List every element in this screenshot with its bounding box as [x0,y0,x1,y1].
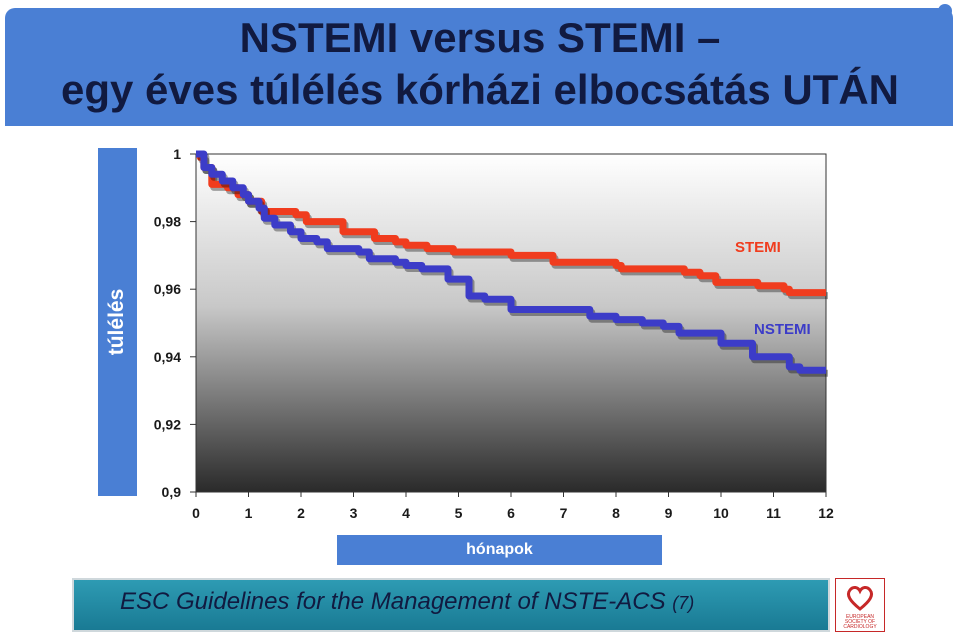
esc-logo: EUROPEAN SOCIETY OF CARDIOLOGY [835,578,885,632]
x-tick-label: 4 [402,505,410,521]
plot-area [195,153,827,493]
y-tick-label: 1 [173,146,181,162]
x-tick-label: 5 [455,505,463,521]
footer-bar [72,578,830,632]
footer-text: ESC Guidelines for the Management of NST… [120,588,694,616]
y-tick-label: 0,98 [154,214,181,230]
x-tick-label: 3 [350,505,358,521]
y-tick-label: 0,96 [154,281,181,297]
y-axis-label-box [98,148,137,496]
legend-stemi: STEMI [735,239,781,256]
x-tick-label: 7 [560,505,568,521]
heart-icon: EUROPEAN SOCIETY OF CARDIOLOGY [843,586,877,630]
footer-title: ESC Guidelines for the Management of NST… [120,588,666,615]
x-tick-label: 12 [818,505,834,521]
slide-title-line1: NSTEMI versus STEMI – [239,14,721,61]
x-axis-label-box [337,535,662,565]
x-tick-label: 2 [297,505,305,521]
x-tick-label: 9 [665,505,673,521]
footer-ref: (7) [672,593,695,613]
x-tick-label: 0 [192,505,200,521]
y-tick-label: 0,9 [162,484,182,500]
series-line-nstemi [196,150,826,374]
x-tick-label: 10 [713,505,729,521]
logo-line2: SOCIETY OF [845,619,875,625]
x-tick-label: 8 [612,505,620,521]
y-tick-label: 0,92 [154,416,181,432]
y-tick-label: 0,94 [154,349,181,365]
title-bar [5,8,953,126]
legend-nstemi: NSTEMI [754,321,811,338]
x-axis-label: hónapok [466,541,533,558]
x-tick-label: 6 [507,505,515,521]
x-tick-label: 11 [766,505,781,521]
logo-line3: CARDIOLOGY [843,624,877,630]
x-tick-label: 1 [245,505,253,521]
slide-title-line2: egy éves túlélés kórházi elbocsátás UTÁN [60,66,899,113]
logo-line1: EUROPEAN [846,614,874,620]
